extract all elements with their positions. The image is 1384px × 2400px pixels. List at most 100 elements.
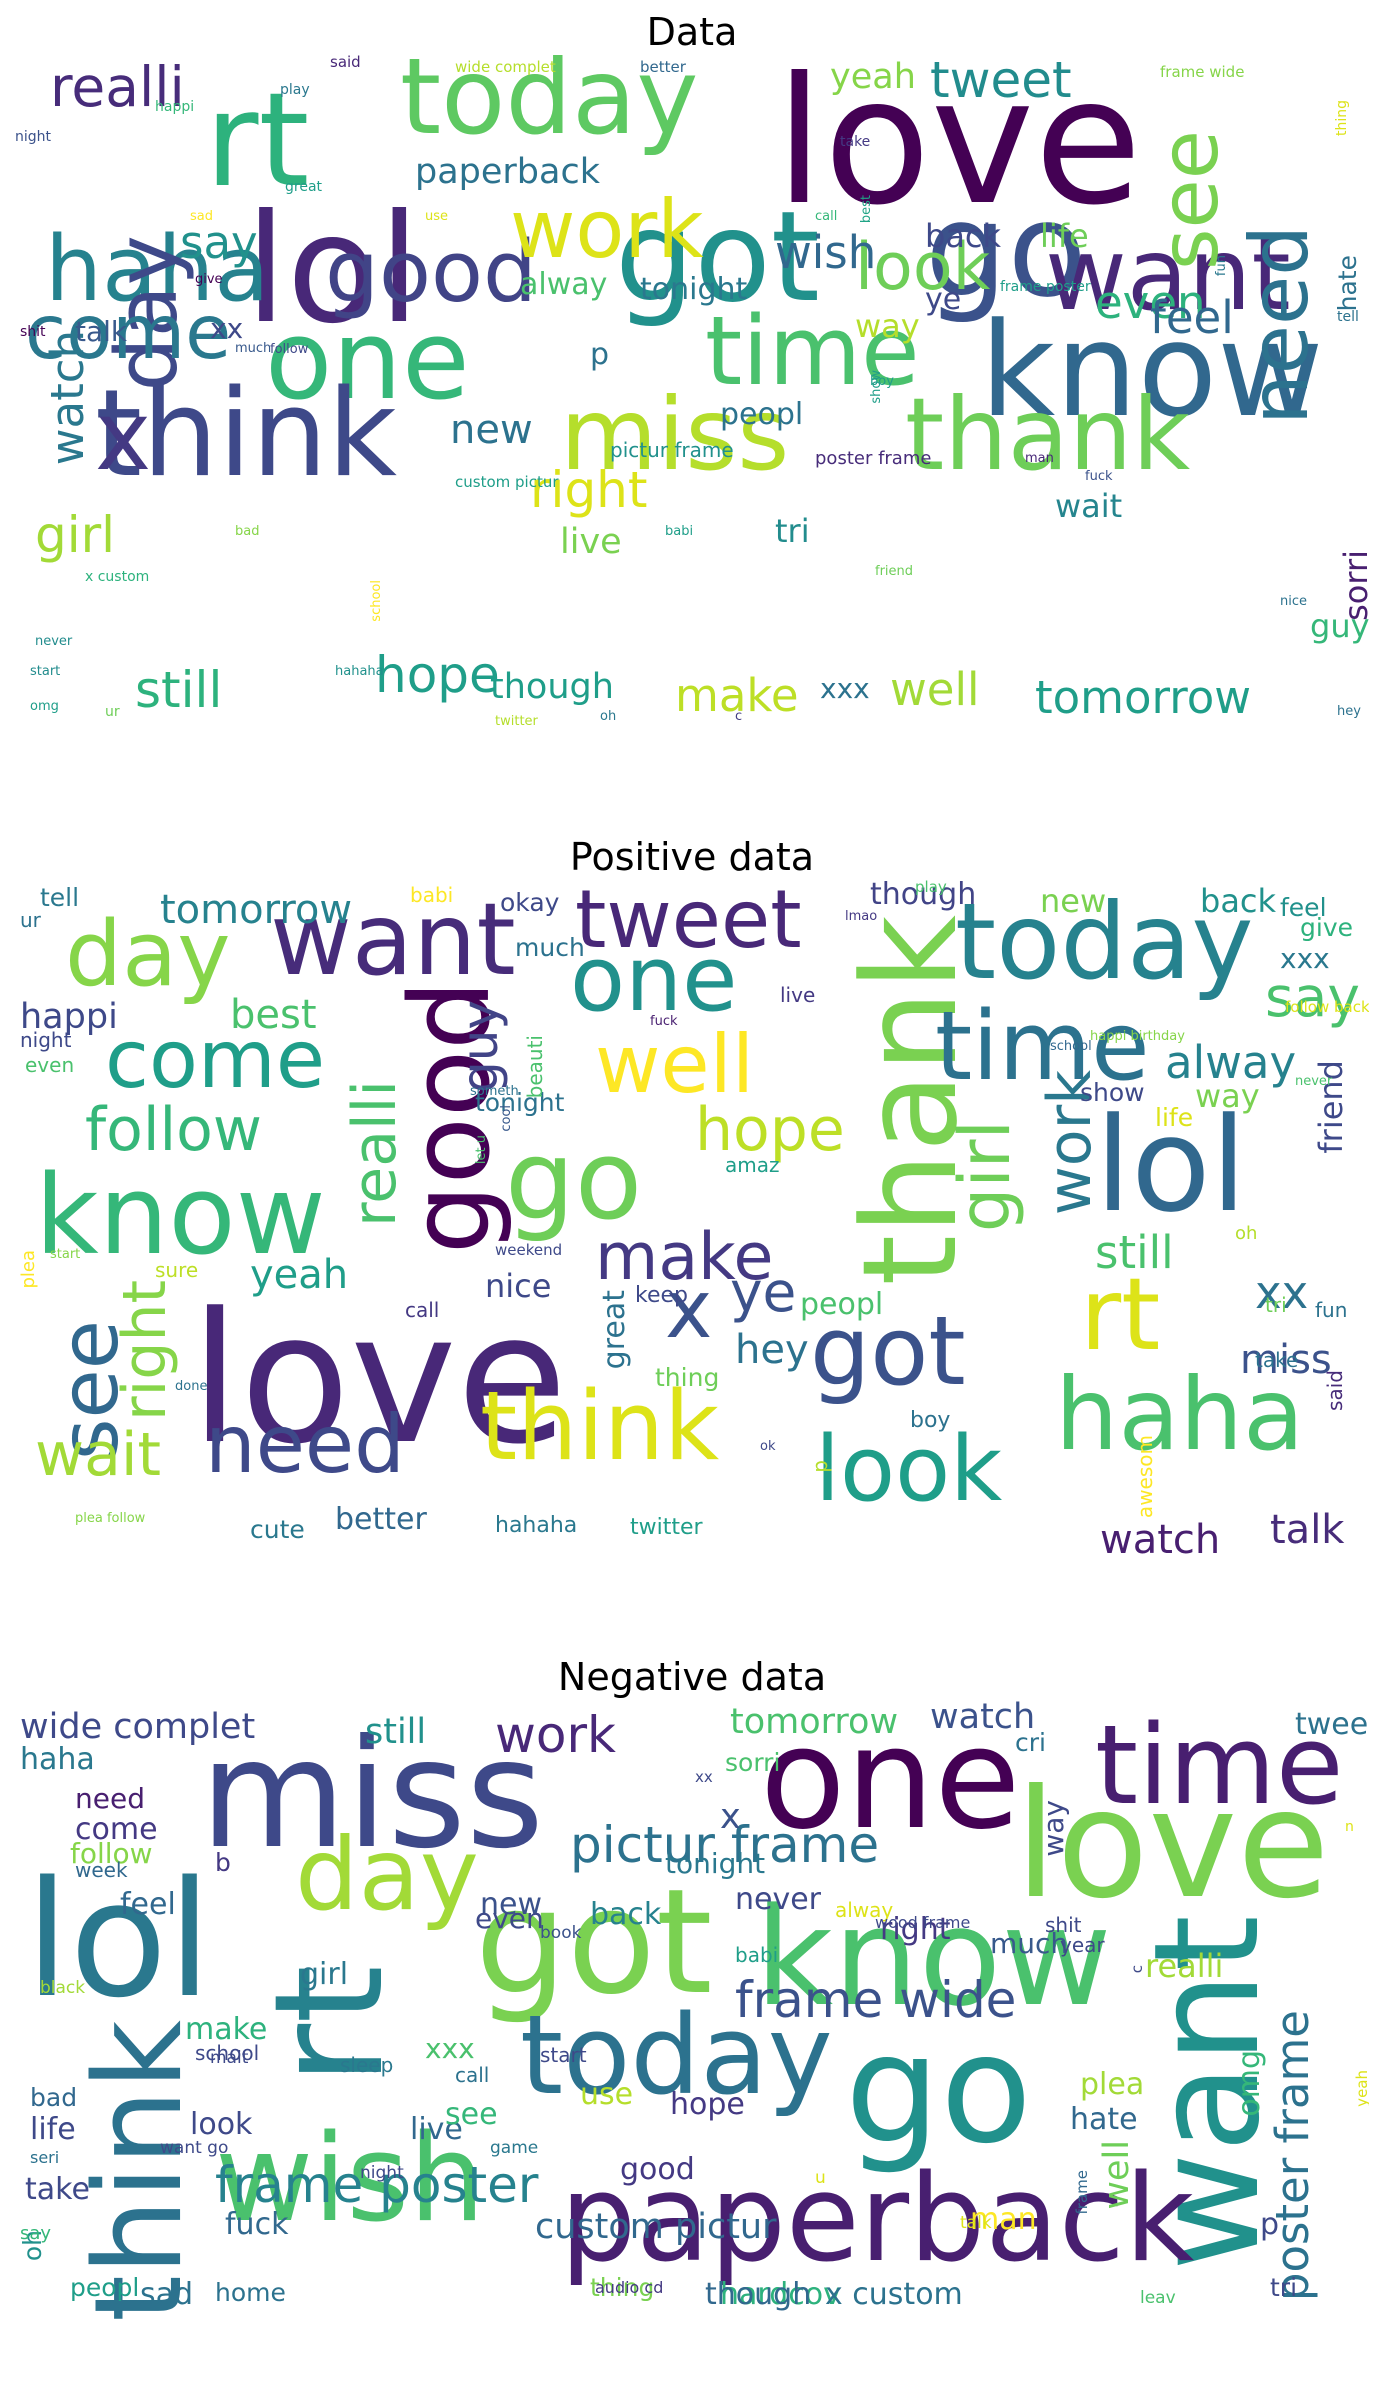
cloud-word: follow — [270, 342, 309, 357]
cloud-word: let u — [474, 1135, 489, 1165]
cloud-word: way — [1195, 1077, 1260, 1115]
cloud-word: thing — [1334, 100, 1350, 137]
cloud-word: come — [105, 1013, 326, 1106]
cloud-word: tri — [775, 512, 810, 550]
cloud-word: pictur frame — [570, 1816, 880, 1874]
cloud-word: show — [1080, 1078, 1145, 1107]
cloud-word: custom pictur — [535, 2207, 777, 2247]
cloud-word: live — [410, 2112, 463, 2147]
cloud-word: ur — [105, 704, 120, 720]
cloud-word: still — [1095, 1226, 1174, 1279]
cloud-word: way — [1037, 1800, 1070, 1857]
cloud-word: never — [35, 634, 73, 649]
word-cloud-negative: miss one love time lol got know rt want go wish pap… — [15, 1700, 1369, 2400]
cloud-word: game — [490, 2138, 539, 2158]
cloud-word: mait — [210, 2048, 249, 2068]
cloud-word: oh — [1235, 1223, 1258, 1244]
cloud-word: hahaha — [495, 1513, 578, 1538]
cloud-word: take — [1255, 1348, 1299, 1372]
cloud-word: oh — [600, 709, 617, 724]
cloud-word: xxx — [425, 2032, 475, 2065]
cloud-word: shit — [1045, 1913, 1082, 1937]
cloud-word: new — [1040, 882, 1107, 920]
cloud-word: yeah — [830, 57, 916, 97]
cloud-word: watch — [1100, 1517, 1221, 1563]
cloud-word: today — [955, 881, 1254, 1003]
cloud-word: show — [869, 370, 884, 404]
cloud-word: need — [205, 1398, 405, 1491]
cloud-word: feel — [1280, 893, 1327, 922]
cloud-word: want — [270, 881, 516, 998]
cloud-word: wide complet — [20, 1707, 256, 1747]
cloud-word: life — [30, 2112, 76, 2147]
cloud-word: night — [15, 129, 52, 145]
cloud-word: bad — [235, 524, 260, 539]
cloud-word: talk — [1270, 1507, 1345, 1553]
cloud-word: well — [890, 663, 980, 716]
cloud-word: p — [590, 337, 610, 372]
cloud-word: say — [20, 2223, 52, 2244]
cloud-word: thing — [590, 2273, 655, 2302]
cloud-word: even — [1095, 276, 1206, 329]
cloud-word: hope — [695, 1095, 845, 1165]
cloud-word: life — [1155, 1103, 1194, 1132]
cloud-word: leav — [1140, 2288, 1176, 2308]
cloud-word: thing — [655, 1363, 720, 1392]
cloud-word: cute — [250, 1515, 305, 1544]
cloud-word: today — [400, 55, 699, 158]
cloud-word: tomorrow — [730, 1702, 899, 1742]
cloud-word: omg — [30, 699, 59, 714]
cloud-word: great — [285, 179, 323, 195]
cloud-word: frame wide — [735, 1971, 1017, 2029]
cloud-word: wide complet — [455, 58, 556, 76]
cloud-word: hardcov — [720, 2277, 841, 2312]
cloud-word: tri — [1265, 1293, 1287, 1317]
cloud-word: miss — [200, 1708, 545, 1882]
cloud-word: boy — [870, 374, 894, 389]
cloud-word: keep — [635, 1283, 688, 1308]
cloud-word: feel — [1150, 291, 1234, 344]
cloud-word: weekend — [495, 1241, 563, 1259]
cloud-word: awesom — [1133, 1435, 1157, 1519]
cloud-word: give — [195, 272, 223, 287]
cloud-word: ye — [730, 1260, 797, 1324]
cloud-word: tomorrow — [160, 887, 353, 933]
cloud-word: babi — [410, 883, 454, 907]
cloud-word: got — [615, 185, 820, 330]
cloud-word: fun — [1315, 1298, 1348, 1322]
cloud-word: twitter — [630, 1515, 703, 1540]
cloud-word: hey — [1337, 704, 1361, 719]
cloud-word: okay — [500, 888, 560, 917]
cloud-word: see — [445, 2097, 498, 2132]
cloud-word: man — [970, 2202, 1037, 2237]
cloud-word: miss — [560, 376, 790, 493]
cloud-word: u — [815, 2168, 826, 2188]
cloud-word: frame poster — [1000, 279, 1091, 295]
cloud-word: better — [640, 58, 686, 76]
cloud-word: frame wide — [1160, 63, 1245, 81]
cloud-word: back — [590, 1897, 662, 1932]
cloud-word: ye — [925, 282, 962, 317]
cloud-word: xxx — [1280, 942, 1330, 975]
cloud-word: want — [1045, 216, 1291, 333]
cloud-word: never — [1295, 1074, 1333, 1089]
cloud-word: alway — [520, 267, 608, 302]
cloud-word: poster frame — [815, 448, 932, 469]
cloud-word: know — [35, 1151, 326, 1279]
cloud-word: follow back — [1285, 998, 1369, 1016]
cloud-word: love — [775, 55, 1142, 244]
cloud-word: fuck — [225, 2207, 289, 2242]
cloud-word: x — [95, 382, 152, 492]
cloud-word: make — [675, 669, 799, 722]
cloud-word: use — [425, 209, 449, 224]
cloud-word: audio cd — [595, 2278, 664, 2297]
cloud-word: boy — [910, 1408, 951, 1433]
cloud-word: fuck — [1085, 469, 1113, 484]
cloud-word: book — [540, 1923, 582, 1943]
cloud-word: though — [870, 880, 977, 912]
cloud-word: better — [335, 1502, 427, 1537]
cloud-word: plea follow — [75, 1511, 146, 1526]
cloud-word: wish — [775, 226, 877, 279]
cloud-word: new — [450, 407, 533, 453]
cloud-word: night — [20, 1028, 72, 1052]
